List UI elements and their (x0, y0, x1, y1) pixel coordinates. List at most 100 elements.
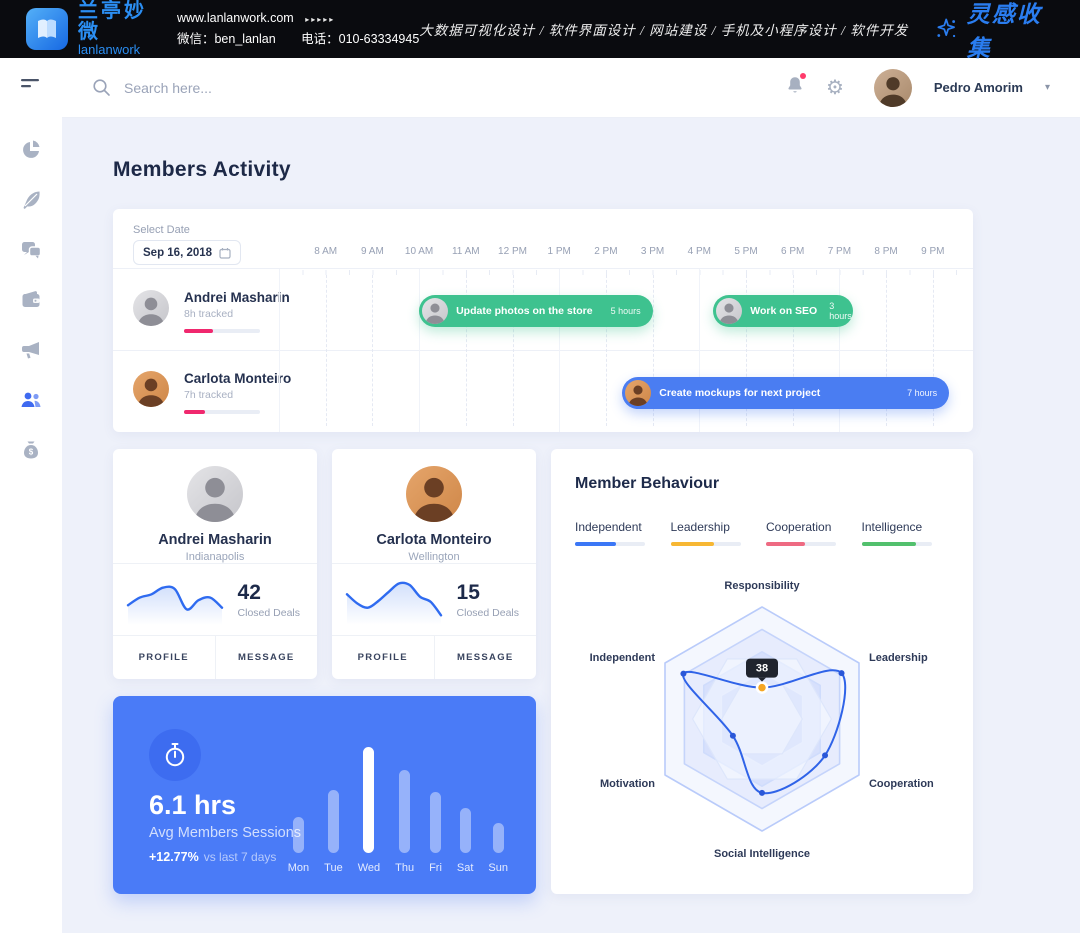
legend-track (861, 542, 932, 546)
member-name: Andrei Masharin (184, 290, 290, 305)
member-card-avatar (406, 466, 462, 522)
tracked-progress-bar (184, 410, 260, 414)
task-avatar (422, 298, 449, 324)
task-duration: 3 hours (829, 301, 852, 321)
member-tracked: 7h tracked (184, 389, 234, 401)
session-bar (492, 823, 504, 853)
session-bar (429, 792, 441, 853)
delta-suffix: vs last 7 days (203, 850, 277, 864)
member-card-city: Indianapolis (185, 551, 245, 563)
legend-label: Independent (575, 520, 642, 534)
message-button[interactable]: MESSAGE (456, 652, 514, 663)
svg-text:38: 38 (756, 663, 768, 675)
sparkle-star-icon (937, 18, 956, 38)
person-silhouette-icon (413, 477, 455, 522)
timeline-header: Select Date Sep 16, 2018 (113, 209, 973, 269)
select-date-label: Select Date (133, 224, 190, 236)
notification-badge (799, 73, 806, 79)
legend-track (575, 542, 645, 546)
task-pill[interactable]: Work on SEO 3 hours (713, 295, 854, 327)
radar-axis-label: Motivation (600, 778, 655, 790)
member-card: Carlota Monteiro Wellington 15 Closed De… (332, 449, 536, 679)
topbar: ⚙ Pedro Amorim ▾ (62, 58, 1080, 118)
task-label: Work on SEO (750, 305, 818, 317)
brand-contact: www.lanlanwork.com ▸▸▸▸▸ 微信：ben_lanlan 电… (177, 8, 419, 49)
session-bar (363, 747, 375, 853)
session-bar (399, 770, 411, 853)
closed-deals-value: 15 (456, 580, 480, 604)
person-silhouette-icon (194, 477, 236, 522)
member-card-name: Andrei Masharin (158, 532, 272, 548)
legend-item: Leadership (670, 520, 767, 546)
member-card-name: Carlota Monteiro (376, 532, 492, 548)
profile-button[interactable]: PROFILE (113, 636, 216, 679)
legend-item: Cooperation (766, 520, 862, 546)
collection-brand: 灵感收集 (934, 0, 1054, 63)
person-silhouette-icon (137, 378, 165, 407)
message-button[interactable]: MESSAGE (237, 652, 295, 663)
brand-phone: 电话：010-63334945 (301, 32, 420, 46)
day-label: Thu (395, 862, 415, 874)
legend-fill (575, 542, 616, 546)
book-icon (38, 19, 56, 38)
session-bar-column: Mon (288, 817, 309, 874)
menu-icon[interactable] (19, 78, 43, 97)
task-avatar (716, 298, 743, 324)
person-silhouette-icon (719, 303, 740, 324)
feather-icon[interactable] (20, 189, 42, 211)
legend-fill (766, 542, 805, 546)
avg-sessions-label: Avg Members Sessions (149, 825, 302, 841)
closed-deals-sparkline (126, 585, 224, 625)
chevron-down-icon[interactable]: ▾ (1044, 82, 1050, 93)
user-avatar[interactable] (873, 68, 912, 107)
notifications-button[interactable] (786, 73, 806, 100)
timeline-ticks (279, 270, 973, 275)
behaviour-legend: Independent Leadership Cooperation Intellig… (551, 493, 973, 546)
legend-label: Leadership (670, 520, 730, 534)
session-bars: Mon Tue Wed Thu Fri Sat Sun (288, 747, 508, 874)
day-label: Fri (429, 862, 442, 874)
legend-track (766, 542, 836, 546)
person-silhouette-icon (425, 303, 445, 324)
task-label: Update photos on the store (456, 305, 593, 317)
radar-axis-label: Responsibility (724, 580, 800, 592)
person-silhouette-icon (878, 76, 908, 107)
member-card-avatar (187, 466, 243, 522)
closed-deals-label: Closed Deals (237, 606, 300, 619)
radar-axis-label: Leadership (869, 652, 928, 664)
wallet-icon[interactable] (20, 289, 42, 311)
brand-subtitle: lanlanwork (78, 42, 141, 58)
task-pill[interactable]: Update photos on the store 5 hours (419, 295, 653, 327)
chat-icon[interactable] (20, 239, 42, 261)
legend-fill (861, 542, 917, 546)
task-pill[interactable]: Create mockups for next project 7 hours (622, 377, 950, 409)
avg-sessions-value: 6.1 hrs (149, 790, 237, 820)
legend-label: Intelligence (861, 520, 923, 534)
session-bar (327, 790, 339, 853)
session-bar-column: Sun (488, 823, 508, 874)
user-name: Pedro Amorim (933, 80, 1023, 95)
team-icon[interactable] (20, 389, 42, 411)
legend-item: Independent (575, 520, 671, 546)
brand-website: www.lanlanwork.com (176, 11, 294, 26)
profile-button[interactable]: PROFILE (332, 636, 435, 679)
arrows-decoration: ▸▸▸▸▸ (305, 15, 336, 25)
member-behaviour-panel: Member Behaviour Independent Leadership Co… (551, 449, 973, 894)
search-icon (93, 79, 110, 96)
bell-icon (788, 77, 802, 93)
pie-chart-icon[interactable] (20, 139, 42, 161)
person-silhouette-icon (137, 297, 165, 326)
calendar-icon (219, 247, 231, 259)
search-input[interactable] (124, 79, 424, 96)
avg-sessions-card: 6.1 hrs Avg Members Sessions +12.77% vs l… (113, 696, 536, 894)
brand-text: 兰亭妙微 lanlanwork (78, 1, 159, 57)
date-picker[interactable]: Sep 16, 2018 (133, 240, 241, 265)
settings-button[interactable]: ⚙ (826, 78, 844, 98)
money-bag-icon[interactable]: $ (20, 439, 42, 461)
brand-wechat: 微信：ben_lanlan (176, 32, 276, 46)
radar-axis-label: Independent (590, 652, 656, 664)
svg-text:$: $ (29, 448, 34, 457)
session-bar-column: Thu (395, 770, 414, 874)
megaphone-icon[interactable] (20, 339, 42, 361)
day-label: Sat (456, 862, 474, 874)
